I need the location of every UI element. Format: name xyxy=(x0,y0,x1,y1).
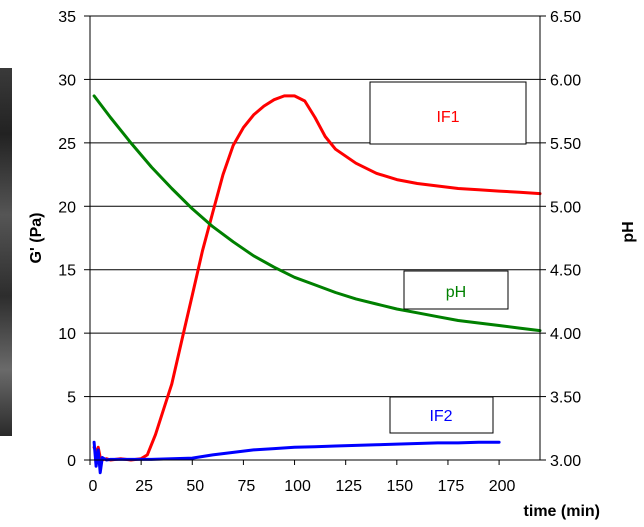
y2-tick-label: 5.50 xyxy=(550,136,581,153)
legend-box-if1 xyxy=(369,81,527,145)
tick-labels: 0 5 10 15 20 25 30 35 3.00 3.50 4.00 4.50 5.00 5.50 6.… xyxy=(58,9,581,495)
x-tick-label: 200 xyxy=(489,478,516,495)
y2-tick-label: 6.50 xyxy=(550,9,581,26)
y2-tick-label: 4.00 xyxy=(550,326,581,343)
y-axis-title: G' (Pa) xyxy=(28,213,45,264)
legend-box-if2 xyxy=(389,396,494,434)
y2-tick-label: 4.50 xyxy=(550,263,581,280)
x-tick-label: 50 xyxy=(186,478,204,495)
x-tick-label: 0 xyxy=(89,478,98,495)
y-tick-label: 0 xyxy=(67,453,76,470)
y-tick-label: 10 xyxy=(58,326,76,343)
y2-axis-title: pH xyxy=(620,221,637,242)
series-layer xyxy=(92,94,542,475)
cropped-photo-edge xyxy=(0,68,12,436)
x-tick-label: 25 xyxy=(135,478,153,495)
x-tick-label: 75 xyxy=(238,478,256,495)
x-tick-label: 125 xyxy=(335,478,362,495)
legend-label-ph: pH xyxy=(446,284,466,301)
y2-tick-label: 3.50 xyxy=(550,390,581,407)
x-axis-title: time (min) xyxy=(524,503,600,520)
y-tick-label: 15 xyxy=(58,263,76,280)
x-tick-label: 150 xyxy=(386,478,413,495)
y-tick-label: 30 xyxy=(58,72,76,89)
gridlines xyxy=(90,15,540,398)
y-tick-label: 35 xyxy=(58,9,76,26)
y-tick-label: 20 xyxy=(58,199,76,216)
y-tick-label: 25 xyxy=(58,136,76,153)
series-line-if2 xyxy=(92,440,501,475)
axes xyxy=(84,15,546,465)
y2-tick-label: 6.00 xyxy=(550,72,581,89)
legend-label-if2: IF2 xyxy=(429,408,452,425)
y2-tick-label: 3.00 xyxy=(550,453,581,470)
y-tick-label: 5 xyxy=(67,390,76,407)
legend-box-ph xyxy=(403,270,509,310)
x-tick-label: 100 xyxy=(284,478,311,495)
x-tick-label: 175 xyxy=(438,478,465,495)
legend-label-if1: IF1 xyxy=(436,109,459,126)
series-line-ph xyxy=(92,94,542,333)
legend: IF1 pH IF2 xyxy=(369,81,527,434)
y2-tick-label: 5.00 xyxy=(550,199,581,216)
